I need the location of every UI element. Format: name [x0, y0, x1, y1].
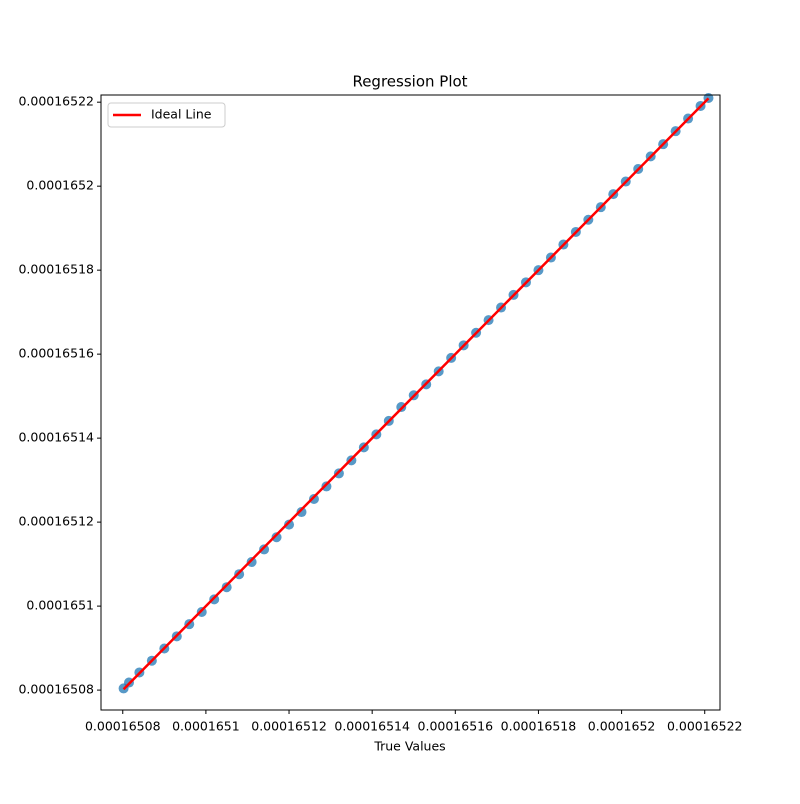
scatter-point [271, 532, 282, 543]
x-tick-label: 0.00016514 [334, 719, 410, 734]
y-tick-label: 0.00016508 [18, 682, 94, 697]
x-axis-label: True Values [373, 739, 445, 754]
y-tick-label: 0.00016514 [18, 430, 94, 445]
y-tick-label: 0.00016516 [18, 346, 94, 361]
x-tick-label: 0.0001652 [588, 719, 656, 734]
x-tick-label: 0.00016516 [418, 719, 494, 734]
legend-box [107, 102, 226, 128]
x-tick-label: 0.00016518 [501, 719, 577, 734]
x-tick-label: 0.00016522 [667, 719, 743, 734]
scatter-point [308, 494, 319, 505]
x-tick-label: 0.0001651 [172, 719, 240, 734]
chart-title: Regression Plot [352, 73, 467, 91]
y-tick-label: 0.00016512 [18, 514, 94, 529]
plot-frame [100, 94, 721, 711]
y-tick-label: 0.00016522 [18, 94, 94, 109]
scatter-point [221, 582, 232, 593]
scatter-point [284, 519, 295, 530]
scatter-point [259, 544, 270, 555]
scatter-point [246, 557, 257, 568]
y-tick-label: 0.00016518 [18, 262, 94, 277]
plot-area [118, 92, 714, 694]
ideal-line [122, 97, 710, 691]
y-tick-label: 0.0001651 [26, 598, 94, 613]
x-tick-label: 0.00016512 [251, 719, 327, 734]
y-tick-label: 0.0001652 [26, 178, 94, 193]
scatter-point [321, 481, 332, 492]
x-tick-label: 0.00016508 [85, 719, 161, 734]
scatter-point [296, 507, 307, 518]
legend-label: Ideal Line [151, 107, 212, 122]
